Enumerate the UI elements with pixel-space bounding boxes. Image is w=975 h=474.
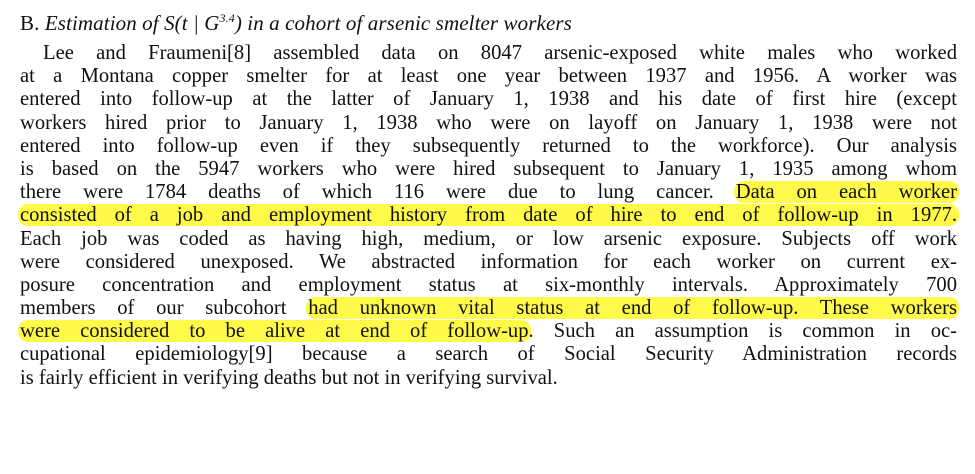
text-line: posure concentration and employment stat… bbox=[20, 273, 957, 296]
text-line: were considered to be alive at end of fo… bbox=[18, 320, 957, 343]
text-line: at a Montana copper smelter for at least… bbox=[20, 65, 957, 88]
text-line: entered into follow-up at the latter of … bbox=[20, 88, 957, 111]
text-line: workers hired prior to January 1, 1938 w… bbox=[20, 111, 957, 134]
text-line: Each job was coded as having high, mediu… bbox=[20, 227, 957, 250]
section-title-superscript: 3.4 bbox=[219, 11, 235, 25]
highlighted-text: Data on each worker bbox=[733, 181, 959, 204]
highlighted-text: consisted of a job and employment histor… bbox=[18, 204, 959, 227]
text-line: cupational epidemiology[9] because a sea… bbox=[20, 343, 957, 366]
section-title-rest: ) in a cohort of arsenic smelter workers bbox=[234, 11, 572, 35]
text-line: were considered unexposed. We abstracted… bbox=[20, 250, 957, 273]
text-line: is fairly efficient in verifying deaths … bbox=[20, 366, 558, 389]
highlighted-text: were considered to be alive at end of fo… bbox=[18, 320, 531, 343]
text-line: Lee and Fraumeni[8] assembled data on 80… bbox=[43, 42, 957, 64]
text-segment: members of our subcohort bbox=[20, 297, 309, 320]
text-line: members of our subcohort had unknown vit… bbox=[20, 297, 959, 320]
section-title: Estimation of S(t | G3.4) in a cohort of… bbox=[45, 11, 572, 35]
text-segment: there were 1784 deaths of which 116 were… bbox=[20, 181, 736, 204]
section-letter: B. bbox=[20, 11, 40, 35]
text-segment: . Such an assumption is common in oc- bbox=[528, 320, 957, 343]
paragraph: Lee and Fraumeni[8] assembled data on 80… bbox=[18, 42, 959, 390]
text-line: there were 1784 deaths of which 116 were… bbox=[20, 181, 959, 204]
text-line: is based on the 5947 workers who were hi… bbox=[20, 157, 957, 180]
text-line: entered into follow-up even if they subs… bbox=[20, 134, 957, 157]
section-title-main: Estimation of S(t | G bbox=[44, 11, 220, 35]
text-line: consisted of a job and employment histor… bbox=[18, 204, 959, 227]
highlighted-text: had unknown vital status at end of follo… bbox=[306, 297, 959, 320]
section-heading: B. Estimation of S(t | G3.4) in a cohort… bbox=[20, 8, 957, 42]
